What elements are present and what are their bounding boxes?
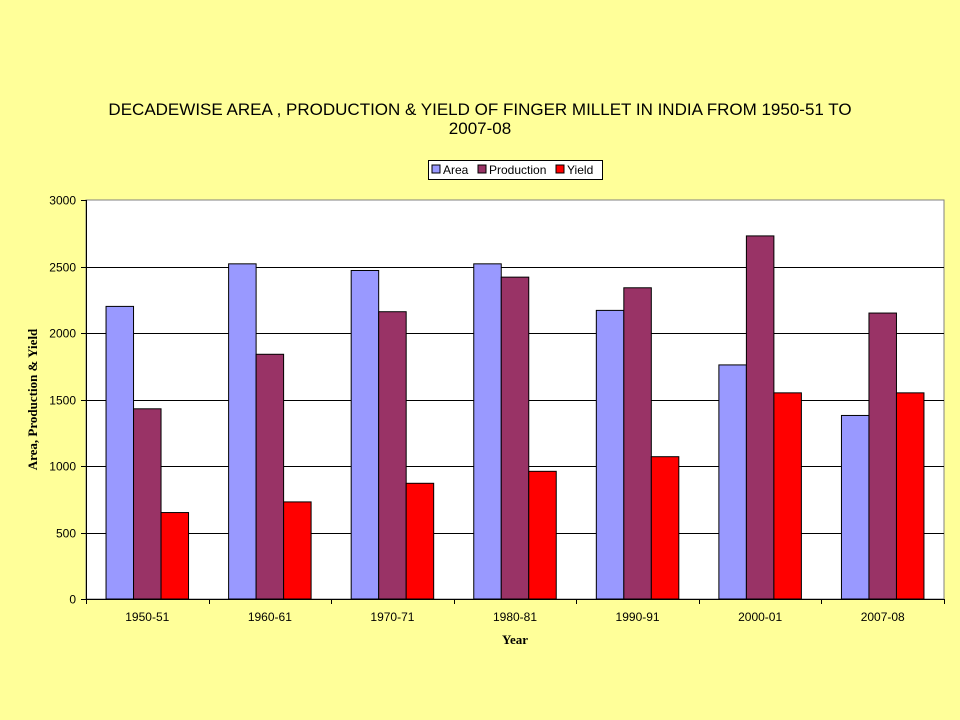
legend-label-area: Area (443, 163, 469, 177)
x-tick-label: 1950-51 (125, 610, 169, 624)
bar-yield-1970-71 (405, 482, 435, 600)
bar-production-1950-51 (133, 408, 162, 600)
legend-label-production: Production (489, 163, 546, 177)
y-tick-label: 1000 (49, 460, 76, 474)
x-tick-label: 2007-08 (861, 610, 905, 624)
bar-yield-1990-91 (650, 456, 680, 600)
x-axis-title: Year (502, 632, 528, 647)
y-tick-label: 500 (56, 527, 76, 541)
bar-production-1980-81 (500, 276, 530, 600)
bar-area-1970-71 (350, 269, 380, 600)
x-tick-label: 1960-61 (248, 610, 292, 624)
x-axis: 1950-51 1960-61 1970-71 1980-81 1990-91 2000-… (86, 599, 945, 624)
bar-yield-1960-61 (283, 501, 312, 600)
bars (105, 235, 925, 600)
y-tick-label: 1500 (49, 394, 76, 408)
bar-area-1950-51 (105, 305, 135, 600)
y-tick-label: 3000 (49, 194, 76, 208)
y-tick-label: 2500 (49, 261, 76, 275)
bar-area-2000-01 (718, 364, 747, 600)
legend-swatch-area (431, 164, 441, 174)
bar-production-1990-91 (623, 287, 652, 600)
legend-label-yield: Yield (567, 163, 593, 177)
x-tick-label: 1980-81 (493, 610, 537, 624)
bar-production-1970-71 (378, 311, 407, 600)
bar-yield-1950-51 (160, 512, 190, 600)
x-tick-label: 2000-01 (738, 610, 782, 624)
legend-swatch-production (477, 164, 487, 174)
legend-swatch-yield (555, 164, 565, 174)
legend: Area Production Yield (428, 160, 603, 180)
y-tick-label: 0 (69, 593, 76, 607)
x-tick-label: 1970-71 (370, 610, 414, 624)
bar-production-1960-61 (255, 353, 285, 600)
y-axis-title: Area, Production & Yield (25, 328, 40, 470)
bar-area-2007-08 (840, 414, 870, 600)
y-tick-label: 2000 (49, 327, 76, 341)
bar-area-1980-81 (473, 263, 502, 600)
bar-production-2000-01 (745, 235, 775, 600)
bar-yield-2007-08 (895, 392, 925, 600)
chart-title: DECADEWISE AREA , PRODUCTION & YIELD OF … (108, 100, 852, 138)
bar-production-2007-08 (868, 312, 897, 600)
bar-area-1960-61 (228, 263, 257, 600)
bar-area-1990-91 (595, 309, 625, 600)
bar-yield-2000-01 (773, 392, 802, 600)
bar-yield-1980-81 (528, 470, 557, 600)
x-tick-label: 1990-91 (616, 610, 660, 624)
